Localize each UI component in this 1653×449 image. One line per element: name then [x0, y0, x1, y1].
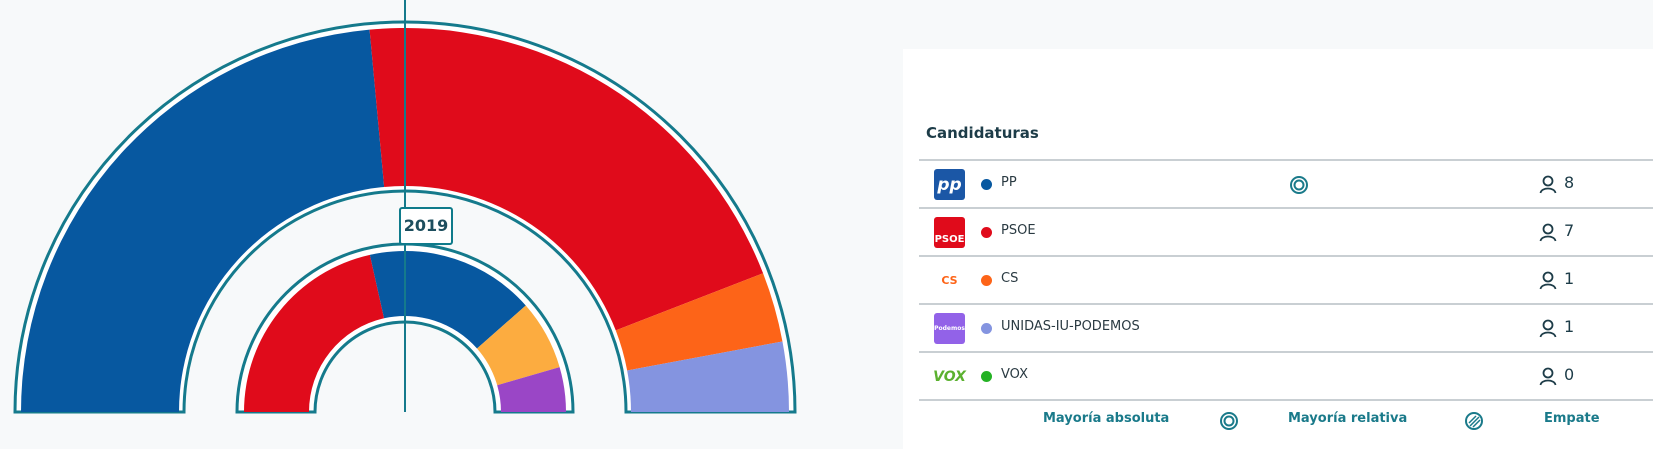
relative-majority-icon [1465, 412, 1483, 430]
outer-segment-pp [21, 29, 385, 413]
candidates-list: pp PP 8 PSOE PSOE 7 CS CS 1 Podemos UNIDAS-IU-PODE… [919, 159, 1653, 399]
candidate-row[interactable]: CS CS 1 [919, 255, 1653, 303]
seat-count: 1 [1564, 317, 1575, 336]
seat-count: 7 [1564, 221, 1575, 240]
party-name: PSOE [1001, 223, 1036, 238]
candidate-row[interactable]: PSOE PSOE 7 [919, 207, 1653, 255]
person-icon [1539, 319, 1557, 338]
party-color-dot [981, 323, 992, 334]
seat-count: 8 [1564, 173, 1575, 192]
party-color-dot [981, 371, 992, 382]
party-color-dot [981, 275, 992, 286]
person-icon [1539, 175, 1557, 194]
inner-segment-podemos [497, 367, 566, 412]
candidate-row[interactable]: VOX VOX 0 [919, 351, 1653, 399]
person-icon [1539, 367, 1557, 386]
party-name: UNIDAS-IU-PODEMOS [1001, 319, 1140, 334]
party-name: CS [1001, 271, 1019, 286]
majority-legend: Mayoría absoluta Mayoría relativa Empate [919, 399, 1653, 435]
party-name: VOX [1001, 367, 1028, 382]
year-badge[interactable]: 2019 [399, 207, 453, 245]
vox-logo: VOX [933, 361, 966, 392]
legend-tie-label: Empate [1544, 411, 1600, 426]
inner-segment-psoe [244, 254, 385, 412]
panel-title: Candidaturas [926, 124, 1039, 142]
candidate-row[interactable]: Podemos UNIDAS-IU-PODEMOS 1 [919, 303, 1653, 351]
legend-absolute-label: Mayoría absoluta [1043, 411, 1170, 426]
podemos-logo: Podemos [934, 313, 965, 344]
parliament-chart: 2019 [13, 0, 797, 414]
party-name: PP [1001, 175, 1017, 190]
candidates-panel: Candidaturas pp PP 8 PSOE PSOE 7 CS CS 1 Podemos U… [903, 49, 1653, 449]
outer-segment-unidas-iu-podemos [627, 341, 789, 412]
legend-relative-label: Mayoría relativa [1288, 411, 1408, 426]
party-color-dot [981, 227, 992, 238]
absolute-majority-icon [1290, 176, 1308, 194]
psoe-logo: PSOE [934, 217, 965, 248]
cs-logo: CS [934, 265, 965, 296]
parliament-chart-svg [13, 0, 797, 414]
seat-count: 1 [1564, 269, 1575, 288]
inner-segment-pp [369, 251, 526, 349]
seat-count: 0 [1564, 365, 1575, 384]
pp-logo: pp [934, 169, 965, 200]
person-icon [1539, 223, 1557, 242]
person-icon [1539, 271, 1557, 290]
outer-segment-psoe [369, 27, 764, 331]
inner-segment-cs [477, 305, 560, 386]
candidate-row[interactable]: pp PP 8 [919, 159, 1653, 207]
outer-segment-cs [615, 273, 783, 371]
party-color-dot [981, 179, 992, 190]
absolute-majority-icon [1220, 412, 1238, 430]
